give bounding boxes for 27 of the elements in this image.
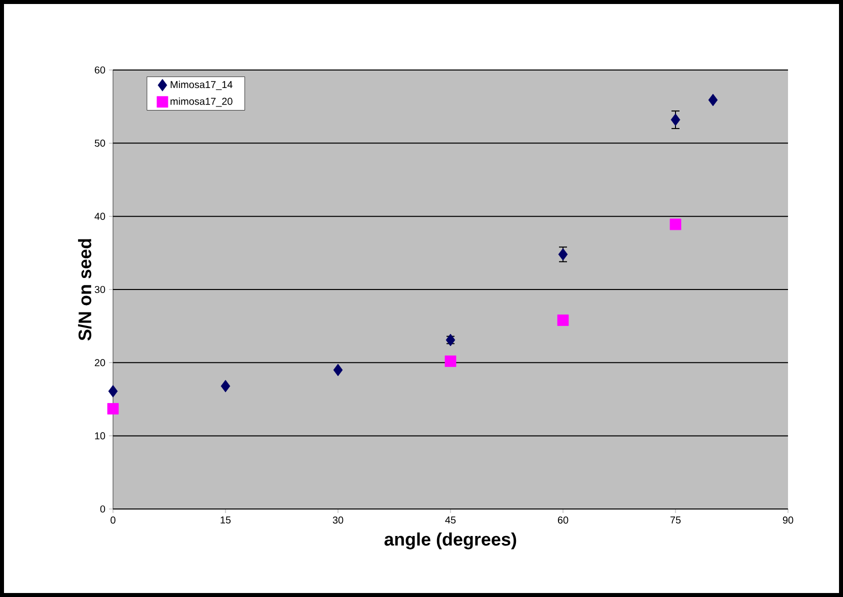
x-tick-label: 60 [558,516,568,524]
point [444,356,456,367]
y-tick-label: 20 [94,359,106,366]
x-tick-label: 30 [332,516,344,524]
y-tick-label: 50 [94,140,106,147]
x-tick-label: 90 [782,516,794,524]
point [670,218,682,230]
point [333,364,343,376]
x-axis-title: angle (degrees) [384,532,516,550]
x-tick-label: 0 [110,516,116,524]
point [220,380,230,392]
point [108,385,118,398]
x-tick-label: 45 [445,516,456,524]
y-tick-label: 0 [100,505,106,513]
x-tick-label: 15 [220,516,231,524]
legend-label: mimosa17_20 [170,98,232,107]
y-tick-label: 30 [94,286,106,294]
point [557,314,569,326]
legend-label: Mimosa17_14 [170,80,232,90]
x-tick-label: 75 [670,516,681,524]
point [670,114,680,126]
y-tick-label: 40 [94,212,106,220]
point [708,94,718,106]
point [107,403,119,414]
y-tick-label: 60 [94,66,106,74]
y-tick-label: 10 [95,432,106,440]
y-axis-title: S/N on seed [78,239,92,340]
